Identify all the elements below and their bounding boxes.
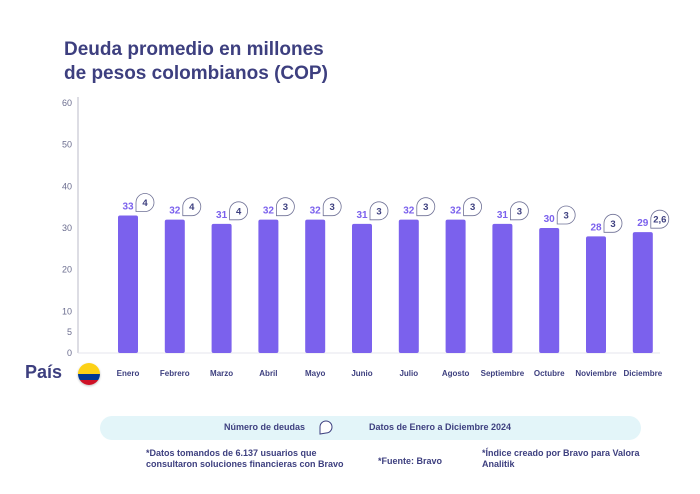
legend-bar: Número de deudas Datos de Enero a Diciem… — [100, 416, 641, 440]
country-label: País — [25, 362, 63, 382]
bar — [586, 236, 606, 353]
footnote-source: *Fuente: Bravo — [378, 456, 443, 466]
y-tick-label: 0 — [67, 348, 72, 358]
debt-count-label: 3 — [470, 202, 475, 213]
bar-value-label: 31 — [497, 210, 509, 221]
bar-value-label: 33 — [122, 202, 134, 213]
x-tick-label: Agosto — [442, 369, 470, 378]
debt-count-bubble — [416, 197, 436, 217]
debt-count-bubble — [369, 201, 389, 221]
bar-chart: 0510203040506033Enero432Febrero431Marzo4… — [62, 97, 670, 378]
x-tick-label: Enero — [117, 369, 140, 378]
debt-count-label: 4 — [236, 206, 242, 217]
bar — [305, 219, 326, 353]
bar-value-label: 28 — [590, 222, 602, 233]
bar — [398, 219, 419, 353]
x-tick-label: Noviembre — [575, 369, 617, 378]
x-tick-label: Octubre — [534, 369, 565, 378]
debt-count-label: 2,6 — [653, 215, 666, 226]
chart-title-line-2: de pesos colombianos (COP) — [64, 63, 328, 84]
x-tick-label: Diciembre — [623, 369, 662, 378]
y-tick-label: 20 — [62, 265, 72, 275]
legend-date-range: Datos de Enero a Diciembre 2024 — [369, 422, 512, 432]
x-tick-label: Julio — [399, 369, 418, 378]
bar-value-label: 32 — [310, 206, 322, 217]
chart-title-line-1: Deuda promedio en millones — [64, 39, 324, 60]
y-tick-label: 5 — [67, 327, 72, 337]
bar-value-label: 29 — [637, 218, 649, 229]
debt-count-bubble — [322, 197, 342, 217]
debt-count-bubble — [135, 193, 155, 212]
x-tick-label: Mayo — [305, 369, 326, 378]
footnote-sample: *Datos tomandos de 6.137 usuarios que co… — [146, 448, 344, 469]
x-tick-label: Febrero — [160, 369, 190, 378]
y-tick-label: 40 — [62, 181, 72, 191]
y-tick-label: 60 — [62, 98, 72, 108]
bar — [258, 219, 279, 353]
bar — [164, 219, 185, 353]
x-tick-label: Junio — [351, 369, 372, 378]
debt-count-bubble — [556, 205, 576, 225]
debt-count-label: 3 — [610, 219, 615, 230]
chart-title: Deuda promedio en millones de pesos colo… — [64, 38, 328, 86]
bar — [118, 215, 138, 353]
bar-value-label: 32 — [403, 206, 415, 217]
bar-value-label: 31 — [356, 210, 368, 221]
bar-value-label: 32 — [169, 206, 181, 217]
debt-count-label: 3 — [330, 202, 335, 213]
flag-stripe-yellow — [78, 363, 100, 374]
debt-count-bubble — [229, 201, 248, 221]
debt-count-bubble — [650, 209, 670, 229]
bar-value-label: 32 — [450, 206, 462, 217]
bar — [352, 223, 372, 353]
bar — [492, 223, 513, 353]
y-tick-label: 50 — [62, 140, 72, 150]
debt-count-label: 4 — [189, 202, 195, 213]
speech-bubble-icon — [319, 420, 333, 435]
debt-count-bubble — [276, 197, 295, 217]
debt-count-bubble — [603, 213, 623, 233]
debt-count-bubble — [463, 197, 482, 217]
colombia-flag-icon — [78, 363, 100, 385]
bar — [632, 232, 653, 353]
y-tick-label: 10 — [62, 306, 72, 316]
debt-count-label: 3 — [376, 206, 381, 217]
bar-value-label: 31 — [216, 210, 228, 221]
bar-value-label: 32 — [263, 206, 275, 217]
x-tick-label: Abril — [259, 369, 277, 378]
x-tick-label: Marzo — [210, 369, 233, 378]
debt-count-bubble — [510, 201, 529, 221]
debt-count-label: 3 — [423, 202, 428, 213]
debt-count-label: 3 — [564, 211, 569, 222]
legend-label: Número de deudas — [224, 422, 306, 432]
bar — [211, 223, 232, 353]
debt-count-label: 4 — [142, 198, 148, 209]
y-tick-label: 30 — [62, 223, 72, 233]
bar — [539, 228, 560, 353]
debt-count-bubble — [182, 197, 202, 217]
debt-count-label: 3 — [283, 202, 288, 213]
bar — [445, 219, 466, 353]
flag-stripe-red — [78, 379, 100, 385]
x-tick-label: Septiembre — [481, 369, 525, 378]
flag-stripe-blue — [78, 374, 100, 380]
footnote-index: *Índice creado por Bravo para Valora Ana… — [482, 448, 640, 469]
debt-count-label: 3 — [517, 206, 522, 217]
bar-value-label: 30 — [544, 214, 556, 225]
